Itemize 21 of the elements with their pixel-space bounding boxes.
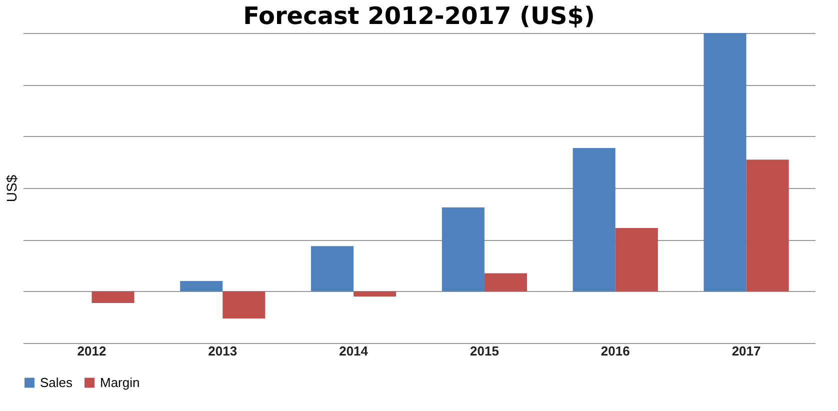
legend-label: Sales [40,374,74,390]
legend-label: Margin [100,374,140,390]
bar [311,246,354,292]
bar [615,228,658,292]
bar [572,148,616,292]
chart-title: Forecast 2012-2017 (US$) [243,2,595,30]
bar [222,291,266,318]
bar [354,291,396,296]
bar [442,207,484,292]
bar [704,33,746,292]
bar [746,160,789,292]
x-tick-label: 2014 [339,344,369,358]
x-tick-label: 2012 [77,344,106,358]
bar [92,291,134,303]
x-tick-label: 2017 [732,344,761,358]
x-tick-label: 2013 [208,344,238,358]
y-axis-title: US$ [4,174,20,202]
x-tick-label: 2015 [470,344,499,358]
bar [180,281,223,292]
x-tick-label: 2016 [600,344,630,358]
bar [484,273,527,292]
